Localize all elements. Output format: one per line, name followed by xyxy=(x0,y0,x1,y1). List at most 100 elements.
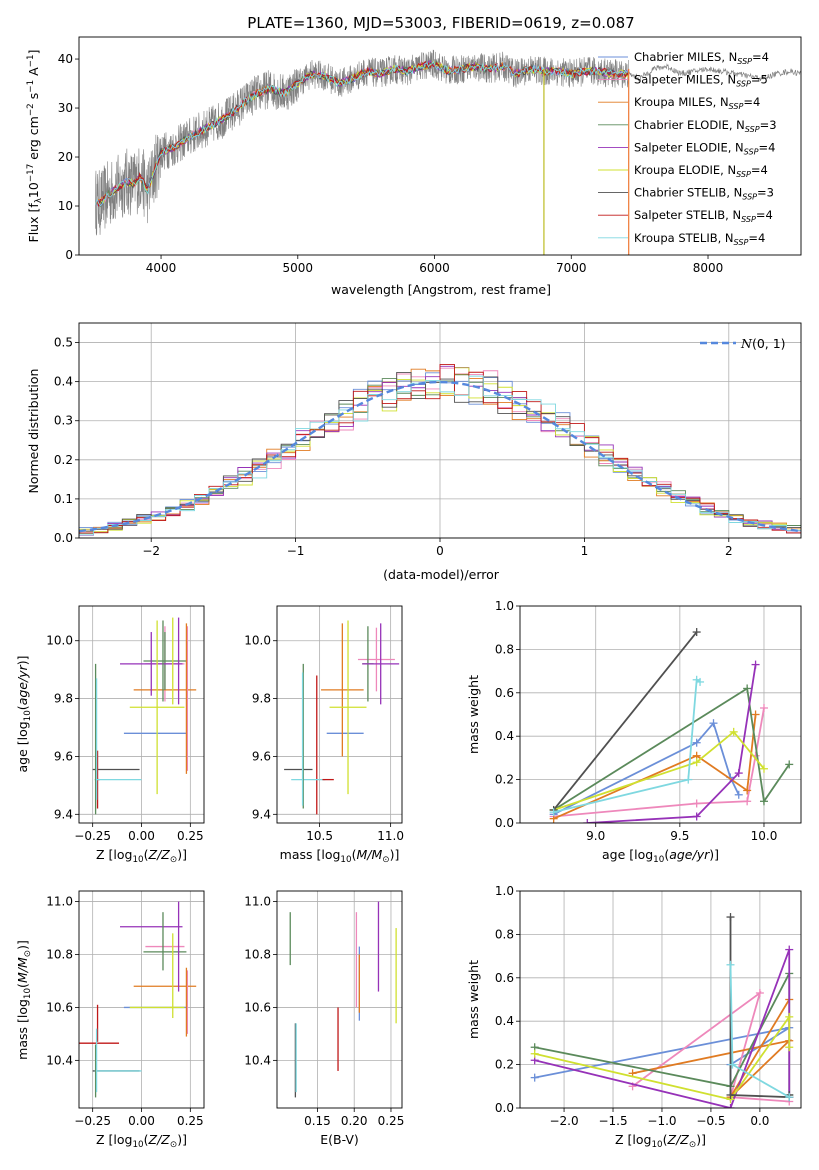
weight-line xyxy=(552,631,698,811)
legend-entry-part: Salpeter MILES, N xyxy=(634,73,736,87)
y-axis-label-part: )] xyxy=(15,655,30,665)
y-tick-label: 9.4 xyxy=(252,807,271,821)
age-vs-z-panel: −0.25 0.00 0.259.49.69.810.0Z [log10(Z/Z⊙)… xyxy=(15,605,205,865)
model-fit-line xyxy=(95,61,630,207)
legend-entry: Chabrier STELIB, NSSP=3 xyxy=(634,186,774,202)
y-axis-label-part: −1 xyxy=(26,54,36,67)
legend-entry-part: SSP xyxy=(734,238,749,247)
y-tick-label: 10.8 xyxy=(244,948,271,962)
legend-entry-part: Chabrier MILES, N xyxy=(634,50,737,64)
y-tick-label: 0.0 xyxy=(495,1101,514,1115)
y-axis-label-part: 10 xyxy=(23,988,33,999)
x-tick-label: 0.25 xyxy=(177,1114,204,1128)
x-tick-label: −2.0 xyxy=(549,1114,578,1128)
legend-entry-part: SSP xyxy=(741,215,756,224)
histogram-series xyxy=(79,375,801,538)
y-axis-label-part: age [log xyxy=(15,721,30,772)
y-axis-label: mass weight xyxy=(466,675,481,754)
y-axis-label-part: ⊙ xyxy=(23,950,33,957)
x-tick-label: 4000 xyxy=(146,261,177,275)
y-axis-label-part: s xyxy=(26,93,41,104)
y-axis-label-part: 10 xyxy=(23,710,33,721)
y-tick-label: 0.8 xyxy=(495,927,514,941)
y-tick-label: 0.1 xyxy=(54,492,73,506)
y-tick-label: 9.6 xyxy=(252,749,271,763)
legend-entry: Chabrier MILES, NSSP=4 xyxy=(634,50,769,66)
legend-entry-part: SSP xyxy=(736,80,751,89)
x-tick-label: 0.15 xyxy=(304,1114,331,1128)
y-tick-label: 0.4 xyxy=(54,375,73,389)
weight-vs-age-panel: 9.0 9.5 10.0 0.0 0.2 0.4 0.6 0.8 1.0 age [log10(a… xyxy=(466,599,802,865)
x-axis-label-part: ( xyxy=(352,847,357,862)
x-tick-label: 9.0 xyxy=(586,829,605,843)
y-tick-label: 10.0 xyxy=(46,634,73,648)
x-tick-label: 7000 xyxy=(556,261,587,275)
legend-entry-part: Chabrier STELIB, N xyxy=(634,186,742,200)
x-axis-label-part: ⊙ xyxy=(170,1140,177,1150)
x-axis-label-part: ( xyxy=(144,1132,149,1147)
legend-entry: Salpeter ELODIE, NSSP=4 xyxy=(634,140,775,156)
x-tick-label: 0.0 xyxy=(750,1114,769,1128)
x-axis-label-part: age [log xyxy=(602,847,653,862)
legend-entry-part: SSP xyxy=(729,102,744,111)
x-tick-label: −2 xyxy=(142,544,160,558)
age-vs-mass-frame xyxy=(276,605,403,824)
mass-vs-ebv-plot-area xyxy=(277,891,402,1108)
legend-entry-part: SSP xyxy=(745,125,760,134)
x-tick-label: 5000 xyxy=(283,261,314,275)
weight-line xyxy=(534,1014,791,1101)
legend-entry-part: Kroupa MILES, N xyxy=(634,95,729,109)
weight-vs-age-frame xyxy=(519,605,802,824)
weight-line xyxy=(553,730,765,811)
legend-entry: Kroupa STELIB, NSSP=4 xyxy=(634,231,765,247)
x-axis-label-part: )] xyxy=(177,847,187,862)
legend-entry-part: Kroupa STELIB, N xyxy=(634,231,734,245)
x-tick-label: 0.25 xyxy=(378,1114,405,1128)
x-axis-label-part: )] xyxy=(177,1132,187,1147)
x-axis-label: mass [log10(M/M⊙)] xyxy=(280,847,400,865)
weight-line xyxy=(553,686,790,811)
x-axis-label-part: 10 xyxy=(132,855,143,865)
y-tick-label: 1.0 xyxy=(495,599,514,613)
y-axis-label-part: ( xyxy=(15,705,30,710)
y-tick-label: 11.0 xyxy=(244,895,271,909)
y-tick-label: 0 xyxy=(65,248,73,262)
legend-entry-part: Salpeter ELODIE, N xyxy=(634,140,744,154)
legend-entry: Kroupa MILES, NSSP=4 xyxy=(634,95,760,111)
y-axis-label: Normed distribution xyxy=(26,369,41,494)
x-axis-label: E(B-V) xyxy=(320,1132,359,1147)
x-tick-label: 0.00 xyxy=(128,1114,155,1128)
x-axis-label-part: )] xyxy=(696,1132,706,1147)
weight-vs-z-panel: −2.0 −1.5 −1.0 −0.5 0.0 0.0 0.2 0.4 0.6 0.8 1.0 Z [… xyxy=(466,884,802,1150)
x-tick-label: 0.20 xyxy=(341,1114,368,1128)
y-tick-label: 10.4 xyxy=(244,1053,271,1067)
legend-entry-part: =4 xyxy=(751,163,768,177)
x-tick-label: 6000 xyxy=(419,261,450,275)
x-axis-label: wavelength [Angstrom, rest frame] xyxy=(331,282,551,297)
figure-title: PLATE=1360, MJD=53003, FIBERID=0619, z=0… xyxy=(247,14,634,32)
model-fit-line xyxy=(94,60,629,207)
x-tick-label: 10.0 xyxy=(751,829,778,843)
y-tick-label: 0.0 xyxy=(54,531,73,545)
y-axis-label-part: 10 xyxy=(26,182,41,198)
y-tick-label: 0.8 xyxy=(495,642,514,656)
weight-line xyxy=(553,678,701,814)
y-tick-label: 0.3 xyxy=(54,414,73,428)
y-tick-label: 0.2 xyxy=(54,453,73,467)
y-tick-label: 9.4 xyxy=(54,807,73,821)
y-axis-label-part: ( xyxy=(15,983,30,988)
y-tick-label: 1.0 xyxy=(495,884,514,898)
y-tick-label: 30 xyxy=(58,101,73,115)
y-tick-label: 0.2 xyxy=(495,773,514,787)
legend-entry-part: Salpeter STELIB, N xyxy=(634,208,741,222)
x-tick-label: 2 xyxy=(725,544,733,558)
y-axis-label-part: −17 xyxy=(26,164,36,182)
legend-entry-part: N xyxy=(740,336,753,351)
y-axis-label-part: mass [log xyxy=(15,999,30,1060)
x-axis-label-part: Z/Z xyxy=(148,847,171,862)
y-tick-label: 9.8 xyxy=(54,692,73,706)
mass-vs-ebv-frame xyxy=(276,890,403,1109)
x-axis-label-part: Z [log xyxy=(96,847,132,862)
